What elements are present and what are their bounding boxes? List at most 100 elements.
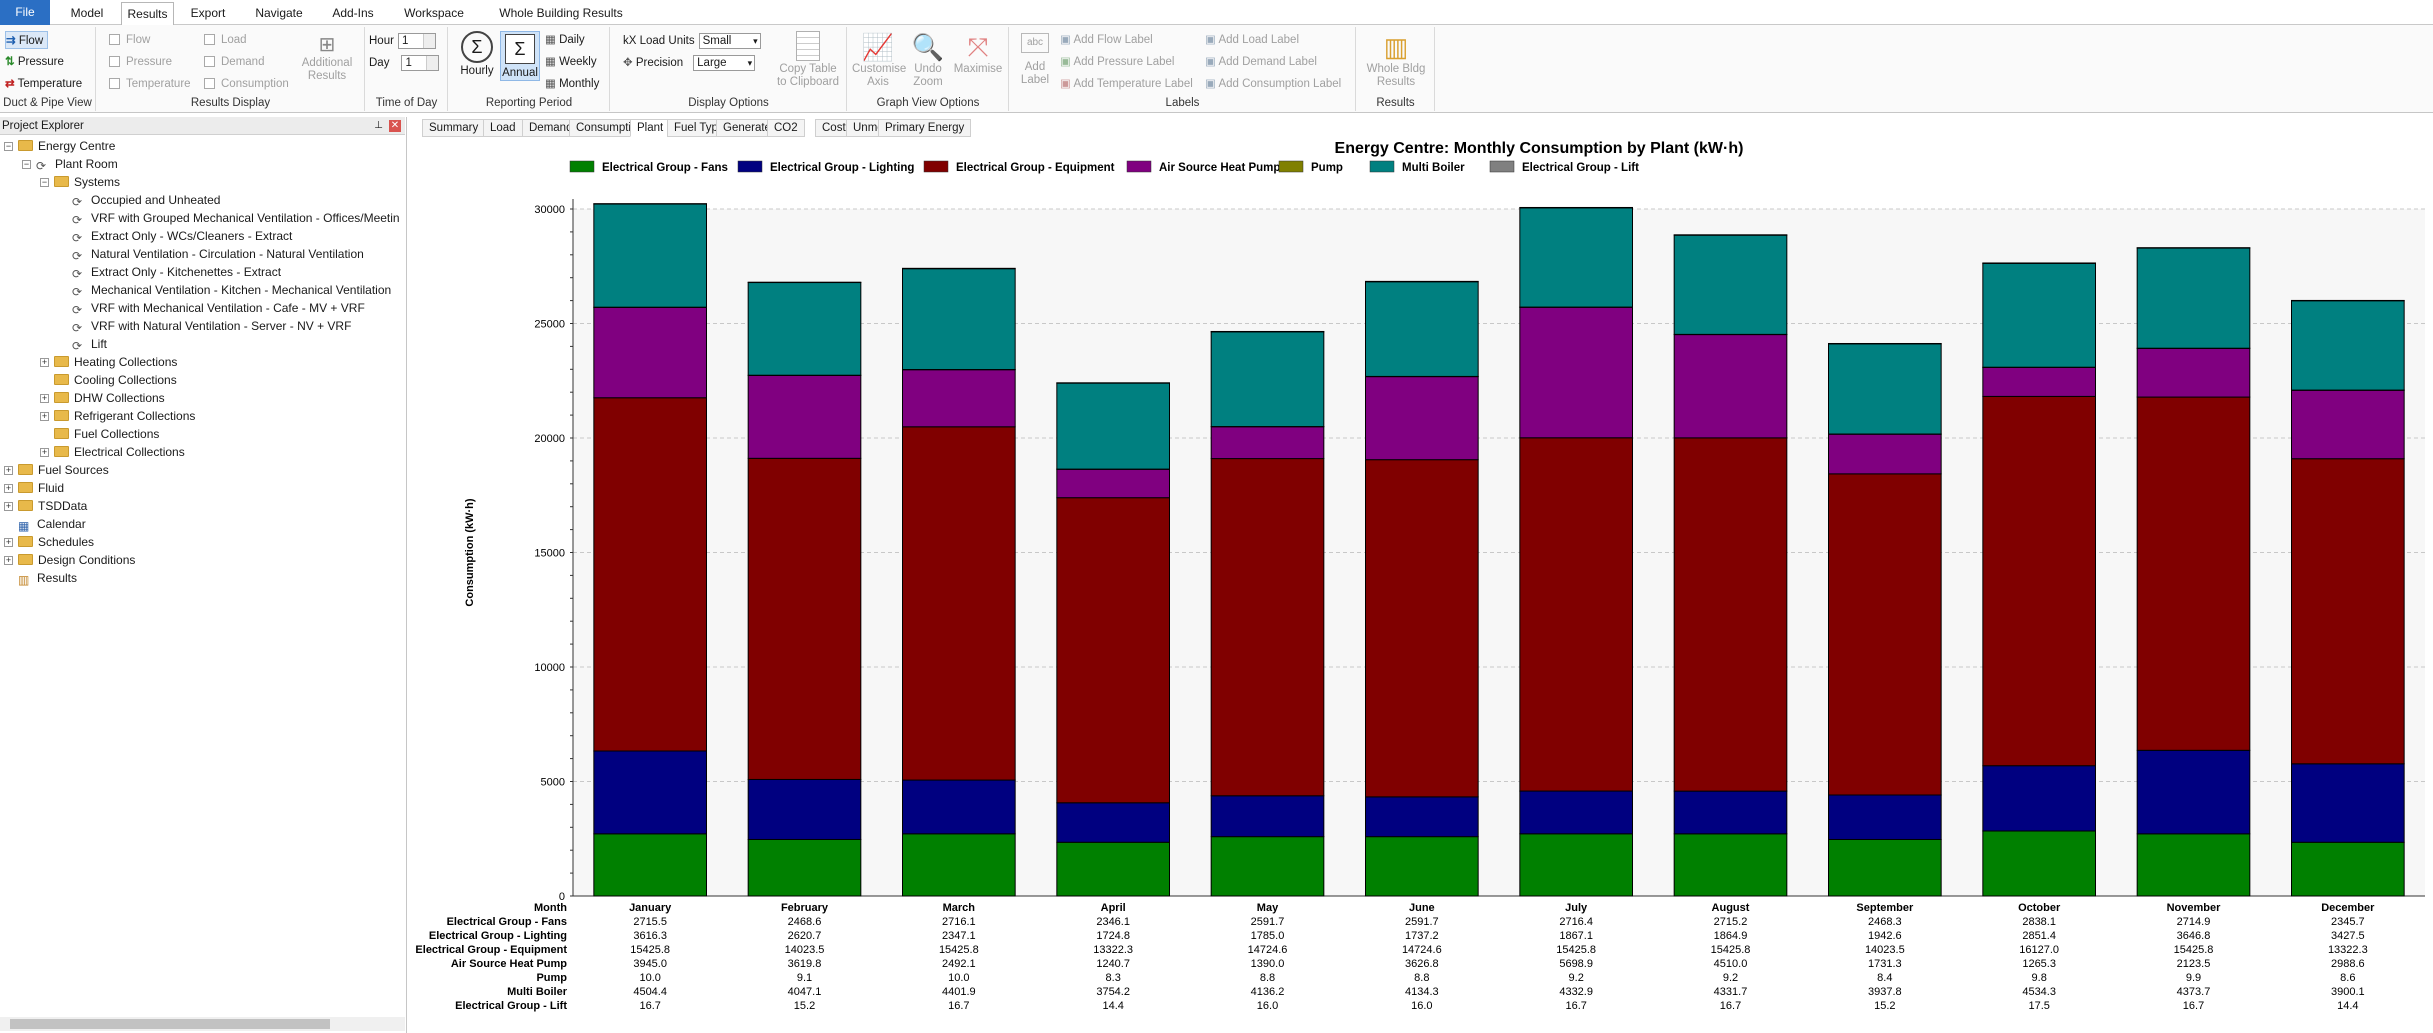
expand-toggle-icon[interactable]: + <box>40 447 49 457</box>
tree-item[interactable]: ⟳ Mechanical Ventilation - Kitchen - Mech… <box>72 281 391 299</box>
tree-item[interactable]: Fuel Collections <box>54 425 159 443</box>
flow-view-button[interactable]: ⇉ Flow <box>5 31 49 49</box>
tree-item[interactable]: DHW Collections <box>54 389 165 407</box>
tree-item[interactable]: Schedules <box>18 533 94 551</box>
menu-tab-model[interactable]: Model <box>70 6 104 20</box>
tree-item[interactable]: Energy Centre <box>18 137 115 155</box>
tree-item[interactable]: ⟳ VRF with Natural Ventilation - Server -… <box>72 317 351 335</box>
group-graph-view-options: 📈 Customise Axis 🔍 Undo Zoom ⤧ Maximise … <box>848 27 1009 111</box>
tree-item[interactable]: TSDData <box>18 497 87 515</box>
bar-segment <box>1982 765 2096 832</box>
expand-toggle-icon[interactable]: + <box>40 411 49 421</box>
precision-select[interactable]: Large <box>693 54 756 71</box>
copy-table-button[interactable]: Copy Table to Clipboard <box>773 31 843 89</box>
temperature-checkbox[interactable]: Temperature <box>109 75 191 93</box>
tree-item[interactable]: ⟳ VRF with Grouped Mechanical Ventilation… <box>72 209 400 227</box>
x-tick-label: October <box>2018 902 2061 914</box>
load-units-select[interactable]: Small <box>698 32 761 49</box>
menu-tab-whole-building-results[interactable]: Whole Building Results <box>499 6 623 20</box>
table-cell: 14023.5 <box>785 944 825 956</box>
result-tab-summary[interactable]: Summary <box>422 119 486 137</box>
tree-item[interactable]: Fuel Sources <box>18 461 109 479</box>
tree-item[interactable]: ⟳ VRF with Mechanical Ventilation - Cafe … <box>72 299 365 317</box>
tree-item[interactable]: ⟳ Extract Only - Kitchenettes - Extract <box>72 263 281 281</box>
menu-tab-file[interactable]: File <box>0 0 50 25</box>
tree-item[interactable]: ▥ Results <box>18 569 77 587</box>
result-tab-cost[interactable]: Cost <box>815 119 853 137</box>
day-spinner[interactable]: 1 <box>401 54 440 71</box>
temperature-view-button[interactable]: ⇄ Temperature <box>5 75 82 93</box>
expand-toggle-icon[interactable]: + <box>4 555 13 565</box>
collapse-toggle-icon[interactable]: − <box>40 177 49 187</box>
tree-item[interactable]: Design Conditions <box>18 551 135 569</box>
tree-item[interactable]: ⟳ Lift <box>72 335 107 353</box>
result-tab-co2[interactable]: CO2 <box>767 119 805 137</box>
demand-checkbox[interactable]: Demand <box>204 53 264 71</box>
menu-tab-navigate[interactable]: Navigate <box>255 6 303 20</box>
expand-toggle-icon[interactable]: + <box>4 501 13 511</box>
tree-item[interactable]: ⟳ Occupied and Unheated <box>72 191 220 209</box>
menu-tab-results[interactable]: Results <box>121 2 174 26</box>
table-cell: 2716.4 <box>1559 916 1593 928</box>
daily-button[interactable]: ▦ Daily <box>545 34 585 46</box>
tree-item[interactable]: ▦ Calendar <box>18 515 86 533</box>
pin-icon[interactable]: ⊥ <box>374 120 383 131</box>
table-cell: 2468.3 <box>1868 916 1902 928</box>
flow-checkbox[interactable]: Flow <box>109 31 150 49</box>
collapse-toggle-icon[interactable]: − <box>22 159 31 169</box>
load-checkbox[interactable]: Load <box>204 31 247 49</box>
tree-item[interactable]: Heating Collections <box>54 353 177 371</box>
tree-item-label: Mechanical Ventilation - Kitchen - Mecha… <box>91 283 392 297</box>
table-cell: 3626.8 <box>1405 958 1439 970</box>
tree-item[interactable]: ⟳ Extract Only - WCs/Cleaners - Extract <box>72 227 292 245</box>
hour-spinner[interactable]: 1 <box>397 32 436 49</box>
table-cell: 15.2 <box>1874 1000 1895 1012</box>
bar-segment <box>1828 838 1942 897</box>
expand-toggle-icon[interactable]: + <box>4 483 13 493</box>
add-consumption-label-button[interactable]: ▣ Add Consumption Label <box>1205 78 1342 90</box>
tree-item[interactable]: Cooling Collections <box>54 371 177 389</box>
expand-toggle-icon[interactable]: + <box>4 537 13 547</box>
scrollbar-thumb[interactable] <box>10 1019 330 1029</box>
maximise-button[interactable]: ⤧ Maximise <box>953 32 1003 75</box>
expand-toggle-icon[interactable]: + <box>40 393 49 403</box>
add-load-label-button[interactable]: ▣ Add Load Label <box>1205 34 1300 46</box>
hourly-button[interactable]: Σ Hourly <box>459 31 495 78</box>
result-tab-primary-energy[interactable]: Primary Energy <box>878 119 972 137</box>
bar-segment <box>1673 437 1788 792</box>
close-icon[interactable]: ✕ <box>389 120 401 132</box>
expand-toggle-icon[interactable]: + <box>4 465 13 475</box>
collapse-toggle-icon[interactable]: − <box>4 141 13 151</box>
pressure-icon: ⇅ <box>5 56 15 68</box>
pressure-checkbox[interactable]: Pressure <box>109 53 172 71</box>
legend-swatch <box>569 160 595 173</box>
tree-item[interactable]: Fluid <box>18 479 64 497</box>
customise-axis-button[interactable]: 📈 Customise Axis <box>852 32 907 88</box>
menu-tab-export[interactable]: Export <box>190 6 226 20</box>
add-flow-label-button[interactable]: ▣ Add Flow Label <box>1060 34 1153 46</box>
menu-tab-add-ins[interactable]: Add-Ins <box>332 6 374 20</box>
expand-toggle-icon[interactable]: + <box>40 357 49 367</box>
result-tab-plant[interactable]: Plant <box>630 119 671 137</box>
whole-bldg-results-button[interactable]: ▥ Whole Bldg Results <box>1363 31 1429 89</box>
folder-icon <box>18 464 33 475</box>
undo-zoom-button[interactable]: 🔍 Undo Zoom <box>906 31 950 89</box>
horizontal-scrollbar[interactable] <box>0 1017 405 1031</box>
add-demand-label-button[interactable]: ▣ Add Demand Label <box>1205 56 1317 68</box>
monthly-button[interactable]: ▦ Monthly <box>545 78 600 90</box>
tree-item[interactable]: Electrical Collections <box>54 443 185 461</box>
add-temperature-label-button[interactable]: ▣ Add Temperature Label <box>1060 78 1193 90</box>
tree-item[interactable]: ⟳ Plant Room <box>36 155 118 173</box>
annual-button[interactable]: Σ Annual <box>500 31 540 81</box>
menu-tab-workspace[interactable]: Workspace <box>404 6 464 20</box>
result-tab-fuel-type[interactable]: Fuel Type <box>667 119 732 137</box>
add-label-button[interactable]: abc Add Label <box>1014 31 1056 87</box>
tree-item[interactable]: Refrigerant Collections <box>54 407 195 425</box>
weekly-button[interactable]: ▦ Weekly <box>545 56 597 68</box>
tree-item[interactable]: Systems <box>54 173 120 191</box>
consumption-checkbox[interactable]: Consumption <box>204 75 289 93</box>
add-pressure-label-button[interactable]: ▣ Add Pressure Label <box>1060 56 1175 68</box>
tree-item[interactable]: ⟳ Natural Ventilation - Circulation - Nat… <box>72 245 364 263</box>
pressure-view-button[interactable]: ⇅ Pressure <box>5 53 64 71</box>
additional-results-button[interactable]: ⊞ Additional Results <box>297 33 357 83</box>
